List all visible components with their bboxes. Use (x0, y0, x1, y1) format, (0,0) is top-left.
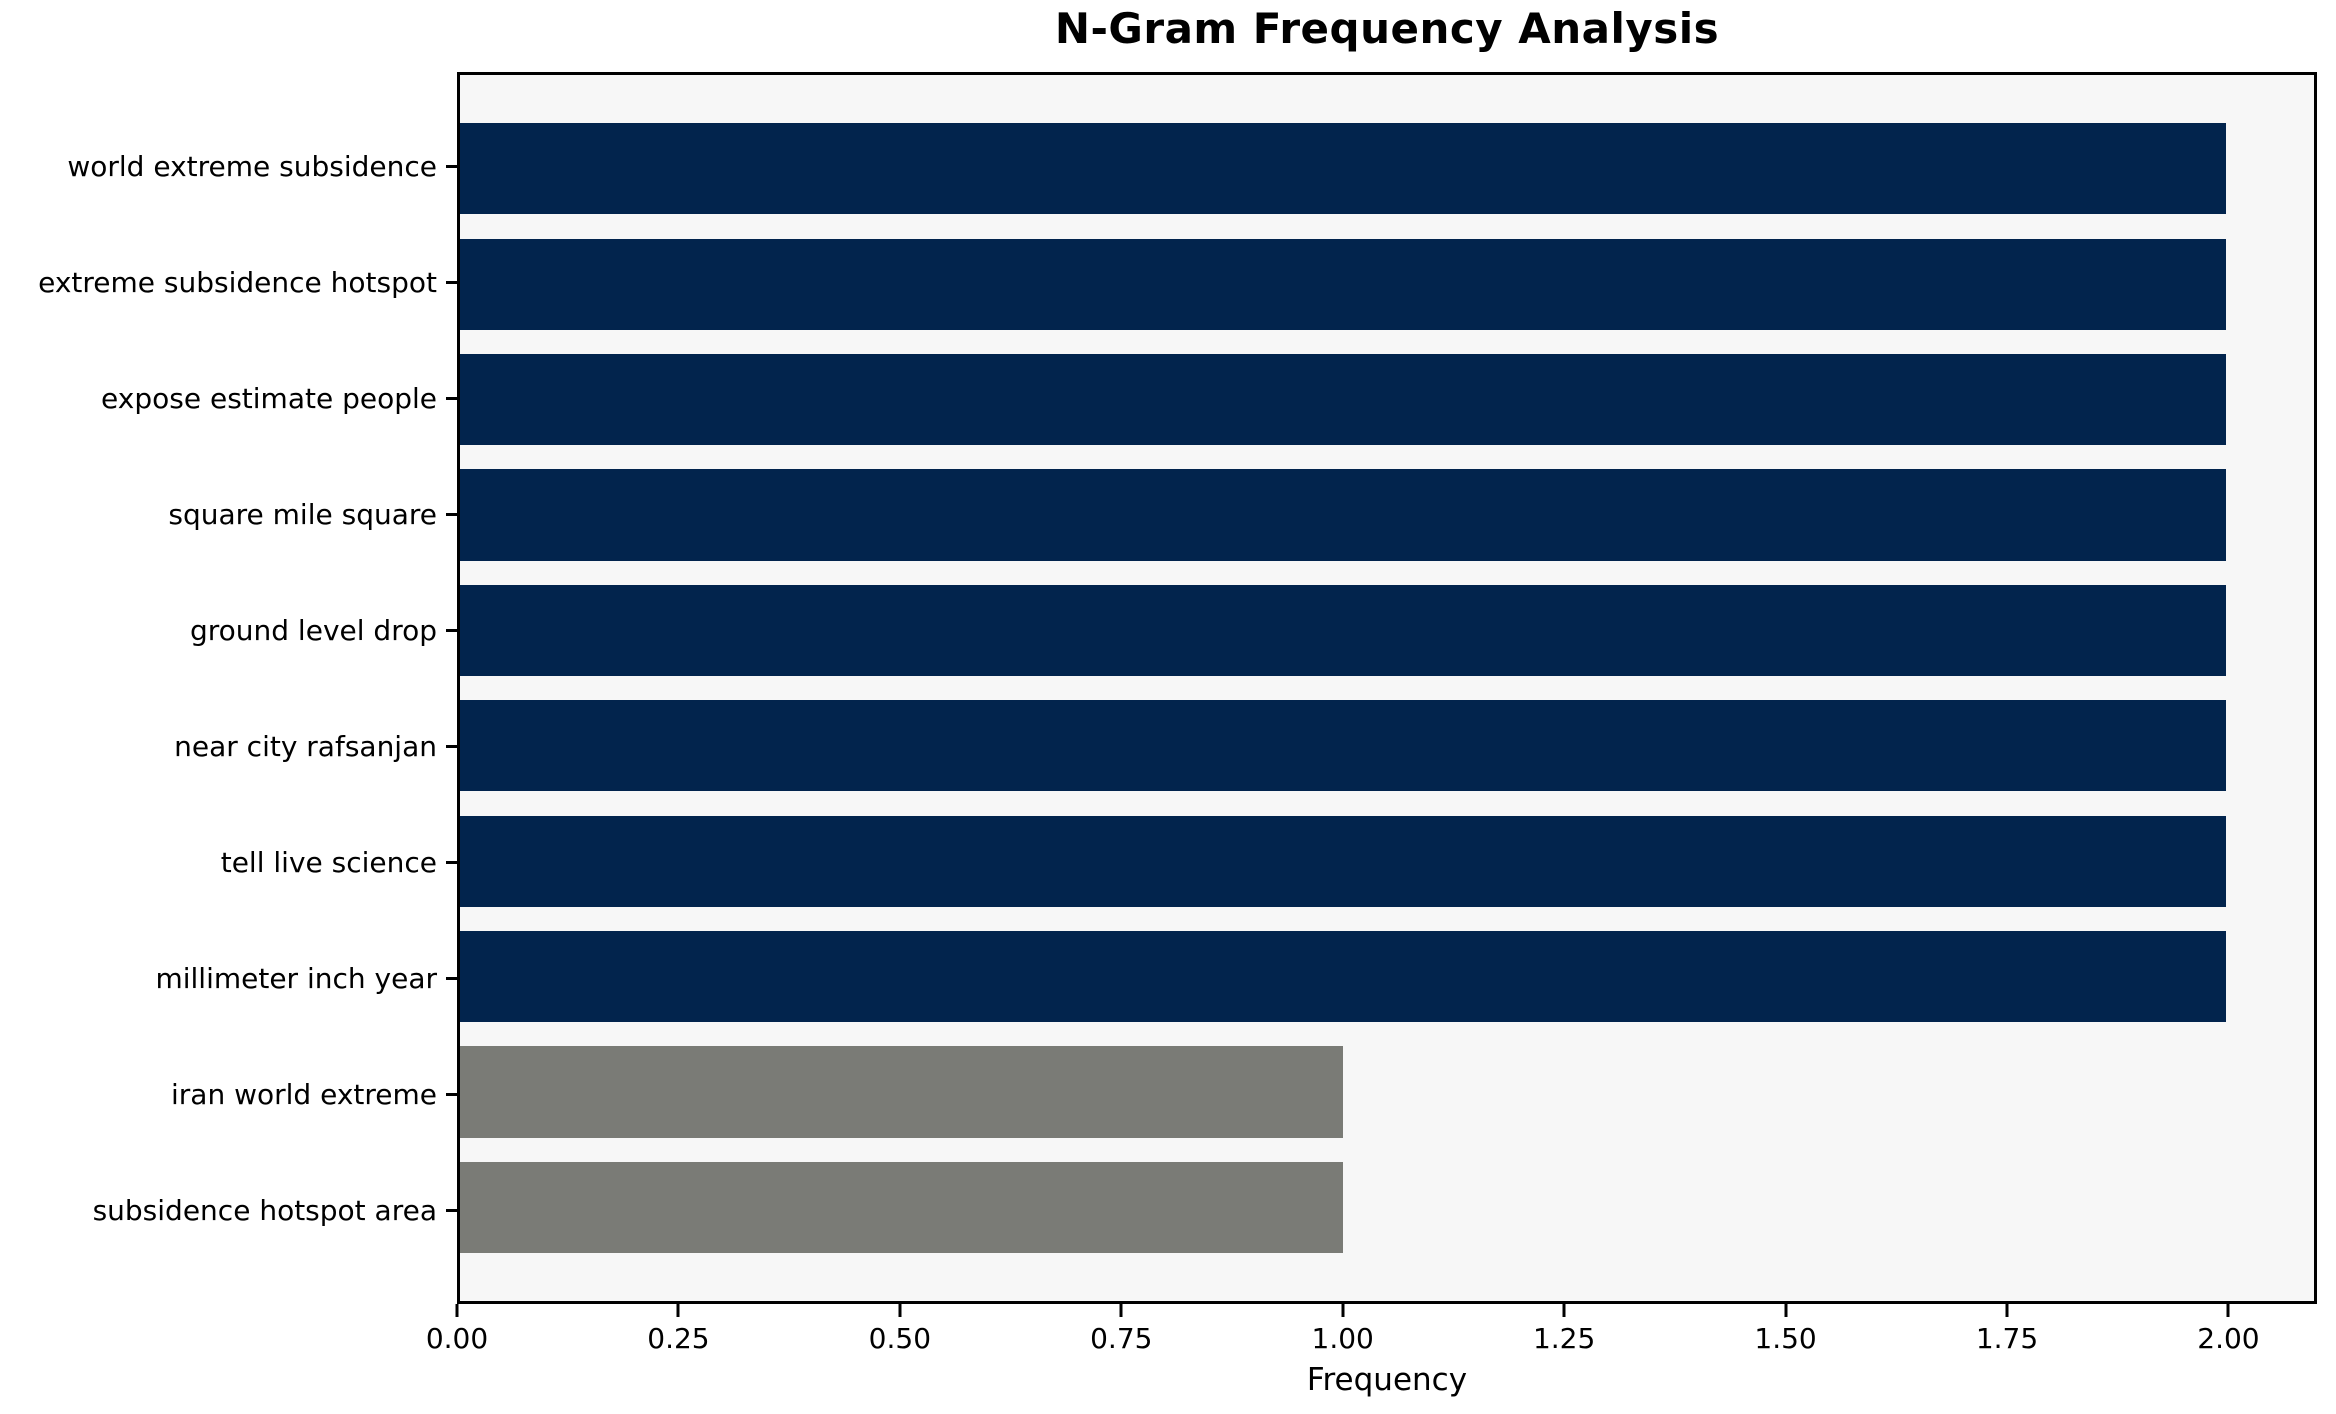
y-label-row: iran world extreme (0, 1036, 457, 1152)
bar (460, 123, 2226, 215)
x-tick-mark (455, 1304, 459, 1317)
y-tick-mark (446, 744, 457, 748)
y-tick-label: ground level drop (189, 613, 437, 647)
x-tick-label: 0.75 (1090, 1322, 1153, 1355)
x-tick-mark (1119, 1304, 1123, 1317)
y-label-row: expose estimate people (0, 340, 457, 456)
bar (460, 930, 2226, 1023)
y-tick-mark (446, 1208, 457, 1212)
bar (460, 584, 2226, 676)
x-tick-mark (898, 1304, 902, 1317)
bar (460, 700, 2226, 792)
x-tick-label: 0.50 (868, 1322, 932, 1355)
x-tick-mark (2226, 1304, 2230, 1317)
plot-area (457, 72, 2317, 1304)
y-tick-label: subsidence hotspot area (92, 1193, 437, 1227)
chart-title: N-Gram Frequency Analysis (1054, 4, 1720, 53)
y-label-row: extreme subsidence hotspot (0, 224, 457, 340)
bar (460, 1046, 1343, 1138)
y-tick-mark (446, 1092, 457, 1096)
bar-row (460, 342, 2314, 457)
y-tick-label: millimeter inch year (155, 961, 437, 995)
y-tick-label: extreme subsidence hotspot (38, 265, 437, 299)
y-label-row: world extreme subsidence (0, 108, 457, 224)
y-label-row: near city rafsanjan (0, 688, 457, 804)
bar (460, 469, 2226, 561)
y-tick-label: iran world extreme (171, 1077, 437, 1111)
y-label-row: ground level drop (0, 572, 457, 688)
y-tick-label: near city rafsanjan (174, 729, 437, 763)
x-tick-label: 0.00 (425, 1322, 489, 1355)
x-tick-label: 2.00 (2197, 1322, 2260, 1355)
bar-row (460, 573, 2314, 688)
bar (460, 815, 2226, 907)
y-tick-mark (446, 164, 457, 168)
bar-row (460, 1034, 2314, 1149)
y-tick-mark (446, 512, 457, 516)
x-tick-mark (1562, 1304, 1566, 1317)
bar-row (460, 919, 2314, 1034)
y-tick-label: tell live science (220, 845, 437, 879)
bars-container (460, 75, 2314, 1301)
y-tick-mark (446, 280, 457, 284)
x-tick-label: 1.00 (1311, 1322, 1374, 1355)
x-tick-label: 1.25 (1532, 1322, 1596, 1355)
y-tick-label: square mile square (168, 497, 437, 531)
y-axis-labels: world extreme subsidence extreme subsiden… (0, 72, 457, 1304)
x-tick-mark (2005, 1304, 2009, 1317)
y-label-row: millimeter inch year (0, 920, 457, 1036)
y-label-row: tell live science (0, 804, 457, 920)
x-tick-label: 1.50 (1754, 1322, 1817, 1355)
bar-row (460, 803, 2314, 918)
y-label-row: square mile square (0, 456, 457, 572)
y-tick-label: expose estimate people (101, 381, 437, 415)
x-axis: 0.00 0.25 0.50 0.75 1.00 1.25 1.50 1.75 2.00 (426, 1304, 2317, 1364)
bar-row (460, 226, 2314, 341)
y-tick-mark (446, 860, 457, 864)
x-tick-label: 1.75 (1975, 1322, 2039, 1355)
bar-row (460, 457, 2314, 572)
y-tick-mark (446, 396, 457, 400)
bar (460, 238, 2226, 330)
y-tick-mark (446, 976, 457, 980)
bar-row (460, 111, 2314, 226)
bar-row (460, 1150, 2314, 1265)
x-tick-mark (1341, 1304, 1345, 1317)
x-tick-mark (1784, 1304, 1788, 1317)
bar (460, 353, 2226, 446)
x-axis-label: Frequency (1306, 1362, 1468, 1398)
x-tick-label: 0.25 (647, 1322, 710, 1355)
y-tick-label: world extreme subsidence (67, 149, 437, 183)
y-tick-mark (446, 628, 457, 632)
bar-row (460, 688, 2314, 803)
bar (460, 1161, 1343, 1253)
y-label-row: subsidence hotspot area (0, 1152, 457, 1268)
x-tick-mark (676, 1304, 680, 1317)
